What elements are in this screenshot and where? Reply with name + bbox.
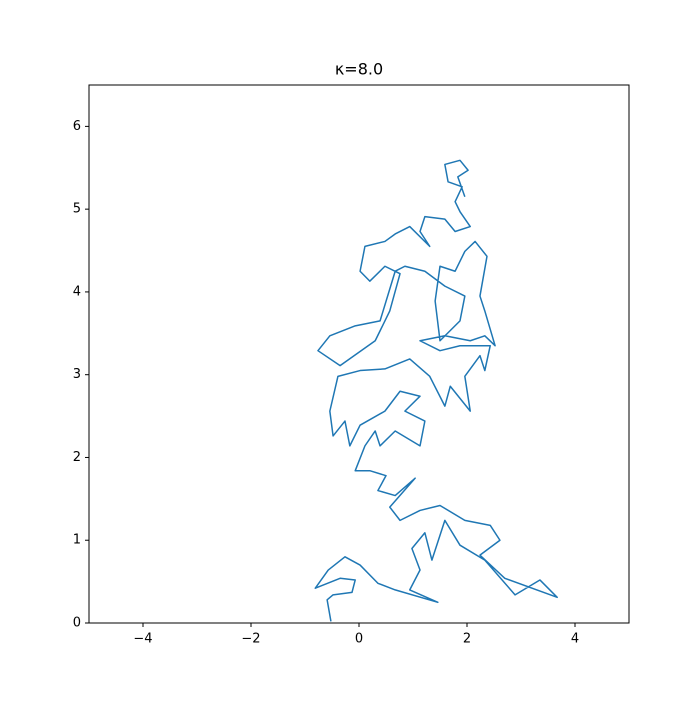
- y-tick-label: 2: [73, 450, 81, 465]
- y-tick-label: 6: [73, 119, 81, 134]
- line: [314, 159, 558, 622]
- x-tick-label: 4: [571, 632, 579, 647]
- x-tick-label: 0: [355, 632, 363, 647]
- y-tick-label: 0: [73, 616, 81, 631]
- x-tick-label: −4: [133, 632, 152, 647]
- x-tick-label: 2: [463, 632, 471, 647]
- y-tick-label: 1: [73, 533, 81, 548]
- x-tick-label: −2: [241, 632, 260, 647]
- chart-title: κ=8.0: [335, 60, 383, 79]
- y-tick-label: 5: [73, 202, 81, 217]
- plot-frame: [88, 84, 630, 624]
- y-tick-label: 4: [73, 284, 81, 299]
- y-tick-label: 3: [73, 367, 81, 382]
